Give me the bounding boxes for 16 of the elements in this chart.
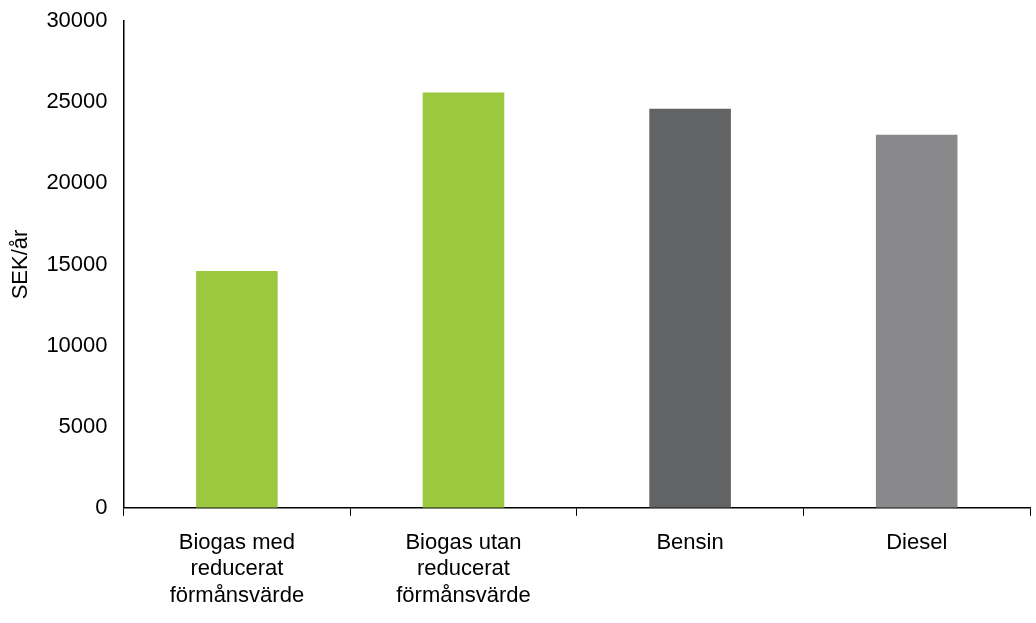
bar: [649, 108, 731, 508]
y-tick-label: 5000: [58, 412, 108, 438]
y-tick-label: 30000: [46, 7, 108, 33]
bar: [422, 92, 505, 508]
bar: [196, 270, 278, 508]
x-tick-label: Bensin: [656, 529, 724, 555]
x-tick-label: Diesel: [886, 529, 948, 555]
x-tick-label: Biogas med reducerat förmånsvärde: [169, 529, 305, 607]
y-tick-label: 25000: [46, 88, 108, 114]
bar: [875, 134, 958, 508]
x-tick-label: Biogas utan reducerat förmånsvärde: [396, 529, 531, 607]
y-tick-label: 20000: [46, 169, 108, 195]
y-tick-label: 0: [95, 493, 108, 519]
y-tick-label: 15000: [46, 250, 108, 276]
y-tick-label: 10000: [46, 331, 108, 357]
y-axis-title: SEK/år: [7, 229, 33, 300]
